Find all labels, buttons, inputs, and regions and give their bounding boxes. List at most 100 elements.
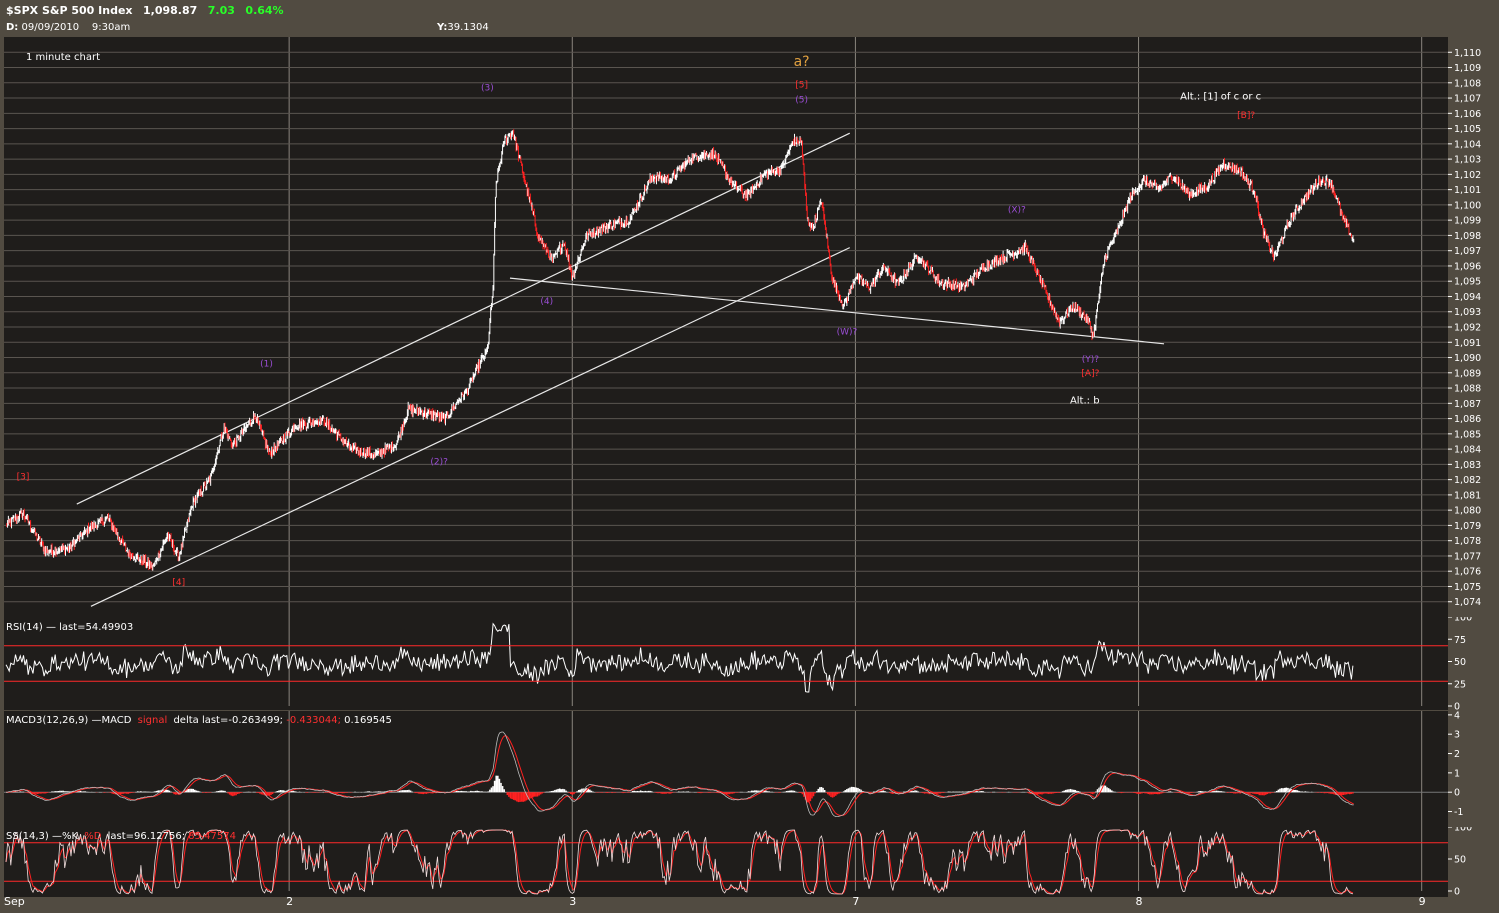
trendline[interactable] (76, 132, 851, 505)
y-tick-label: 1,097 (1454, 246, 1481, 257)
x-tick-label: 2 (286, 895, 294, 908)
stochastic-title: SS(14,3) —%K %D last=96.12756; 85.47574 (6, 831, 236, 842)
stochastic-chart[interactable]: 100 50 0 SS(14,3) —%K %D last=96.12756; 85… (4, 827, 1498, 897)
y-tick-label: 1,096 (1454, 261, 1481, 272)
cursor-date: 09/09/2010 (21, 22, 80, 33)
y-tick-label: 1,100 (1454, 200, 1481, 211)
y-tick-label: 1,088 (1454, 384, 1481, 395)
y-tick-label: 0 (1454, 788, 1460, 799)
wave-label: [A]? (1081, 369, 1099, 379)
wave-label: (3) (481, 83, 494, 93)
y-tick-label: 1,080 (1454, 506, 1481, 517)
macd-plot-area (4, 711, 1448, 827)
y-readout-label: Y: (437, 22, 448, 33)
wave-label: (Y)? (1082, 355, 1100, 365)
y-tick-label: 1,081 (1454, 490, 1481, 501)
macd-title-signal: signal (138, 715, 168, 726)
date-label: D: (6, 22, 19, 33)
y-tick-label: 100 (1454, 617, 1472, 624)
x-tick-label: 9 (1418, 895, 1426, 908)
wave-label: Alt.: b (1070, 395, 1100, 406)
y-tick-label: 1,099 (1454, 216, 1481, 227)
y-tick-label: 1,104 (1454, 139, 1481, 150)
rsi-line (5, 622, 1354, 693)
price-chart[interactable]: 1 minute chart [3] [4] (1) (2)? (3) (4) a? [5] (5… (4, 37, 1498, 617)
y-tick-label: 1,087 (1454, 399, 1481, 410)
x-tick-label: 3 (569, 895, 577, 908)
chart-header: $SPX S&P 500 Index 1,098.87 7.03 0.64% (6, 4, 284, 17)
y-tick-label: 1,086 (1454, 414, 1481, 425)
y-tick-label: -1 (1454, 807, 1463, 818)
y-tick-label: 1,109 (1454, 63, 1481, 74)
macd-title-delta-value: 0.169545 (344, 715, 392, 726)
y-tick-label: 1,077 (1454, 551, 1481, 562)
wave-label: (W)? (837, 328, 858, 338)
y-tick-label: 25 (1454, 679, 1466, 690)
macd-title-main: MACD3(12,26,9) —MACD (6, 715, 132, 726)
y-tick-label: 1,076 (1454, 567, 1481, 578)
y-tick-label: 50 (1454, 855, 1466, 866)
y-tick-label: 75 (1454, 635, 1466, 646)
rsi-plot-area (4, 617, 1448, 710)
y-tick-label: 1 (1454, 768, 1460, 779)
macd-line (5, 731, 1354, 818)
y-tick-label: 0 (1454, 702, 1460, 711)
y-tick-label: 2 (1454, 749, 1460, 760)
y-tick-label: 1,090 (1454, 353, 1481, 364)
y-tick-label: 1,092 (1454, 323, 1481, 334)
y-tick-label: 1,079 (1454, 521, 1481, 532)
macd-title-delta: delta last=-0.263499; (173, 715, 283, 726)
price-change: 7.03 (207, 4, 235, 17)
y-tick-label: 1,105 (1454, 124, 1481, 135)
y-readout: Y:39.1304 (437, 22, 489, 33)
wave-label: [3] (17, 473, 30, 483)
y-tick-label: 1,074 (1454, 597, 1481, 608)
x-tick-label: Sep (4, 895, 25, 908)
y-tick-label: 1,083 (1454, 460, 1481, 471)
y-tick-label: 1,094 (1454, 292, 1481, 303)
last-price: 1,098.87 (143, 4, 198, 17)
y-tick-label: 1,107 (1454, 94, 1481, 105)
stochastic-k-line (5, 829, 1353, 895)
y-tick-label: 3 (1454, 730, 1460, 741)
chart-subtitle: 1 minute chart (26, 52, 100, 63)
trendline[interactable] (90, 247, 851, 607)
y-tick-label: 1,102 (1454, 170, 1481, 181)
y-tick-label: 1,106 (1454, 109, 1481, 120)
wave-label: (2)? (430, 457, 448, 467)
wave-label: [B]? (1237, 111, 1255, 121)
macd-chart[interactable]: 4 3 2 1 0 -1 MACD3(12,26,9) —MACD signal delt… (4, 711, 1498, 827)
y-tick-label: 50 (1454, 657, 1466, 668)
stochastic-title-d-value: 85.47574 (188, 831, 236, 842)
y-tick-label: 1,108 (1454, 78, 1481, 89)
wave-label: (X)? (1008, 206, 1026, 216)
stochastic-title-main: SS(14,3) —%K (6, 831, 78, 842)
trendline[interactable] (509, 277, 1165, 345)
y-tick-label: 4 (1454, 711, 1460, 721)
y-tick-label: 1,089 (1454, 368, 1481, 379)
y-tick-label: 1,075 (1454, 582, 1481, 593)
x-tick-label: 8 (1135, 895, 1143, 908)
wave-label: (1) (260, 360, 273, 370)
wave-label: a? (794, 54, 810, 70)
macd-title-signal-value: -0.433044; (286, 715, 341, 726)
rsi-chart[interactable]: 100 75 50 25 0 RSI(14) — last=54.49903 (4, 617, 1498, 710)
stochastic-plot-area (4, 827, 1448, 897)
wave-label: (5) (795, 96, 808, 106)
y-tick-label: 1,082 (1454, 475, 1481, 486)
symbol-title: $SPX S&P 500 Index (6, 4, 133, 17)
y-tick-label: 1,085 (1454, 429, 1481, 440)
wave-label: [5] (795, 80, 808, 90)
rsi-title: RSI(14) — last=54.49903 (6, 622, 133, 633)
stochastic-title-d: %D (84, 831, 102, 842)
y-tick-label: 1,084 (1454, 445, 1481, 456)
price-change-pct: 0.64% (245, 4, 284, 17)
y-tick-label: 1,103 (1454, 155, 1481, 166)
y-tick-label: 1,078 (1454, 536, 1481, 547)
y-tick-label: 1,110 (1454, 48, 1481, 59)
cursor-readout: D: 09/09/2010 9:30am (6, 22, 130, 33)
macd-title: MACD3(12,26,9) —MACD signal delta last=-… (6, 715, 392, 726)
y-tick-label: 1,093 (1454, 307, 1481, 318)
y-readout-value: 39.1304 (447, 22, 489, 33)
cursor-time: 9:30am (91, 22, 131, 33)
